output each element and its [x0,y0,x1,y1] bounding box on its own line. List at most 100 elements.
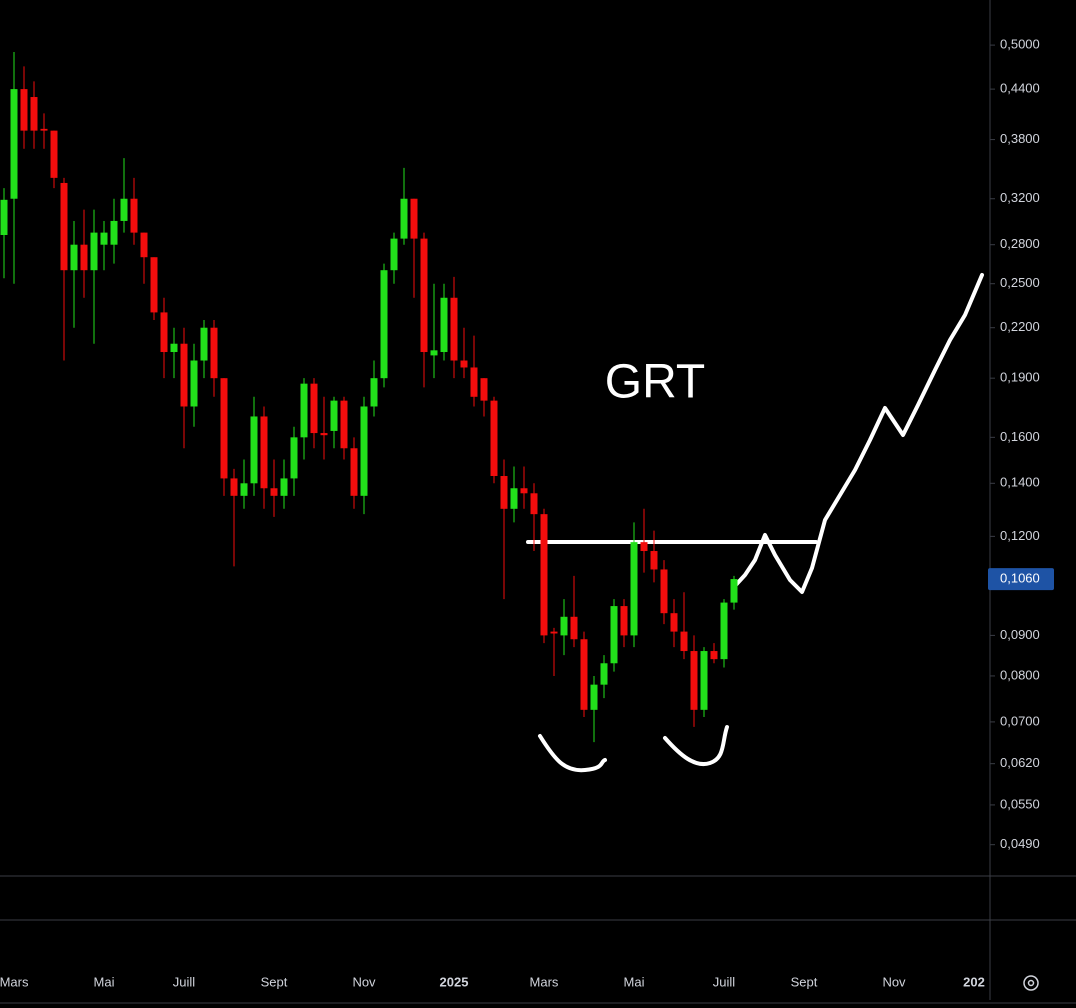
x-tick-label: Mai [94,974,115,989]
candle-body [390,238,398,271]
candle-body [500,476,508,509]
candle-body [470,367,478,397]
candle-body [290,437,298,479]
candle-body [530,493,538,515]
candle-body [320,433,328,436]
candle-body [460,360,468,368]
candle-body [200,327,208,361]
candle-body [50,130,58,178]
candle-body [720,602,728,660]
candle-body [20,89,28,131]
candle-body [430,350,438,356]
candle-body [480,378,488,401]
x-tick-label: Nov [882,974,906,989]
y-tick-label: 0,1200 [1000,528,1040,543]
candle-body [80,244,88,271]
candle-body [170,343,178,353]
y-tick-label: 0,2500 [1000,275,1040,290]
candle-body [440,297,448,353]
candle-body [400,198,408,239]
candle-body [710,651,718,660]
y-tick-label: 0,3800 [1000,131,1040,146]
candle-body [650,551,658,570]
candle-body [40,128,48,131]
settings-icon[interactable] [1023,975,1039,991]
candle-body [570,616,578,640]
candle-body [350,448,358,496]
x-tick-label: Nov [352,974,376,989]
candle-body [250,416,258,484]
x-tick-label: Mars [530,974,559,989]
candle-body [640,542,648,552]
annotation: GRT [605,356,705,409]
candle-body [730,579,738,603]
y-tick-label: 0,1600 [1000,429,1040,444]
candle-body [580,639,588,710]
y-tick-label: 0,3200 [1000,190,1040,205]
y-tick-label: 0,0800 [1000,667,1040,682]
candle-body [280,478,288,496]
cup-drawing [538,734,607,773]
candle-body [490,400,498,477]
candle-body [150,257,158,313]
candle-body [340,400,348,449]
candle-body [600,663,608,685]
candle-body [360,406,368,496]
candle-body [140,232,148,258]
candle-body [510,488,518,509]
candle-body [270,488,278,496]
y-tick-label: 0,1400 [1000,475,1040,490]
y-tick-label: 0,0490 [1000,836,1040,851]
last-price-box [988,568,1054,591]
x-tick-label: Sept [261,974,288,989]
candle-body [70,244,78,271]
projection-drawing [731,273,984,594]
candle-body [310,383,318,434]
candle-body [620,606,628,636]
candle-body [130,198,138,233]
gear[interactable] [1023,975,1039,991]
y-tick-label: 0,0900 [1000,627,1040,642]
candle-body [690,651,698,710]
candle-body [180,343,188,407]
candle-body [370,378,378,407]
gear-center[interactable] [1027,979,1035,987]
x-tick-label: Juill [713,974,736,989]
candle-body [120,198,128,221]
candle-body [380,270,388,379]
candle-body [700,651,708,710]
candle-body [450,297,458,361]
candle-body [210,327,218,379]
y-tick-label: 0,5000 [1000,37,1040,52]
candle-body [520,488,528,494]
cup-drawing [663,725,729,767]
drawings [526,273,984,773]
y-tick-label: 0,0700 [1000,713,1040,728]
y-tick-label: 0,2200 [1000,319,1040,334]
candle-body [160,312,168,353]
y-tick-label: 0,2800 [1000,236,1040,251]
candle-body [110,220,118,245]
candle-body [330,400,338,431]
candle-body [560,616,568,636]
y-tick-label: 0,1900 [1000,370,1040,385]
candle-body [220,378,228,479]
candle-body [630,542,638,636]
candle-body [610,606,618,664]
x-tick-label: 2025 [440,974,469,989]
candle-body [30,97,38,131]
candle-body [300,383,308,438]
x-tick-label: Sept [791,974,818,989]
y-tick-label: 0,4400 [1000,81,1040,96]
x-tick-label: Mars [0,974,29,989]
candle-body [60,182,68,271]
x-tick-label: 202 [963,974,985,989]
y-tick-label: 0,0550 [1000,796,1040,811]
y-tick-label: 0,0620 [1000,755,1040,770]
candle-body [680,631,688,652]
candle-body [590,684,598,710]
candle-body [190,360,198,407]
